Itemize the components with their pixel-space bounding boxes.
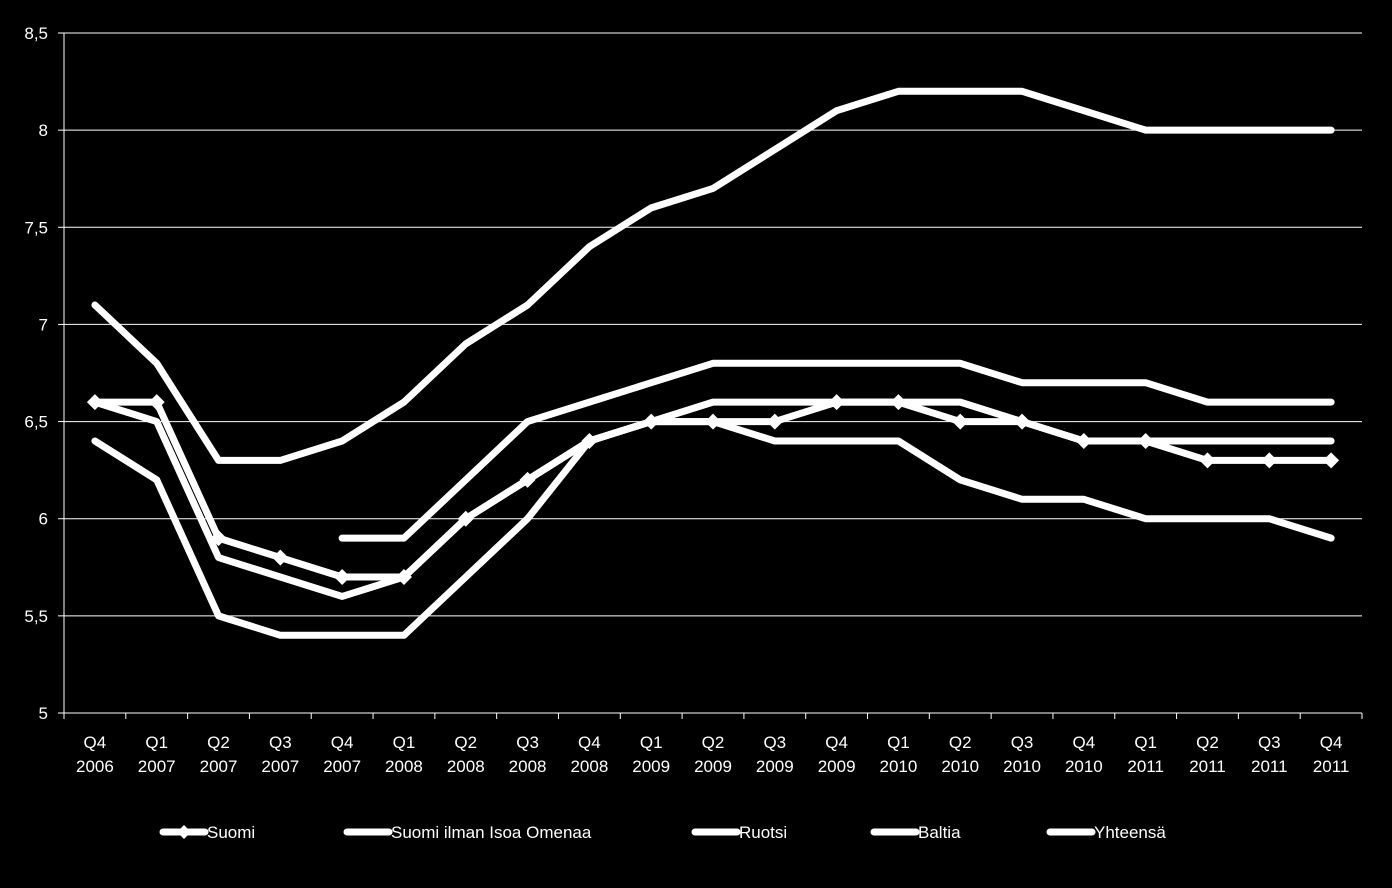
x-tick-year: 2010	[1065, 757, 1103, 776]
legend-item: Yhteensä	[1046, 823, 1166, 842]
x-tick-quarter: Q2	[702, 733, 725, 752]
x-tick-quarter: Q1	[393, 733, 416, 752]
x-tick-year: 2008	[385, 757, 423, 776]
x-tick-quarter: Q2	[207, 733, 230, 752]
x-tick-quarter: Q4	[1320, 733, 1343, 752]
x-tick-quarter: Q4	[84, 733, 107, 752]
x-tick-year: 2010	[941, 757, 979, 776]
x-tick-quarter: Q3	[1011, 733, 1034, 752]
legend-item: Ruotsi	[691, 823, 787, 842]
data-point	[1261, 452, 1278, 469]
series-line	[91, 398, 1335, 600]
x-tick-quarter: Q4	[331, 733, 354, 752]
data-point	[334, 569, 351, 585]
series-line	[338, 359, 1335, 542]
legend-item: Baltia	[870, 823, 961, 842]
x-tick-quarter: Q4	[578, 733, 601, 752]
x-tick-year: 2007	[261, 757, 299, 776]
x-tick-quarter: Q2	[1196, 733, 1219, 752]
x-tick-year: 2010	[880, 757, 918, 776]
x-tick-quarter: Q1	[145, 733, 168, 752]
x-tick-year: 2007	[323, 757, 361, 776]
data-point	[952, 413, 969, 430]
series-line	[91, 418, 1335, 639]
x-tick-year: 2008	[570, 757, 608, 776]
data-point	[1323, 452, 1340, 469]
grid-lines	[64, 32, 1362, 714]
y-tick-label: 7,5	[24, 218, 48, 237]
data-point	[272, 549, 289, 566]
y-axis: 5 5,5 6 6,5 7 7,5 8 8,5	[24, 24, 65, 723]
x-tick-quarter: Q3	[1258, 733, 1281, 752]
series-baltia	[91, 87, 1335, 464]
x-tick-year: 2011	[1127, 757, 1164, 776]
y-tick-label: 7	[39, 315, 48, 334]
legend-label: Ruotsi	[739, 823, 787, 842]
y-tick-label: 5	[39, 704, 48, 723]
legend-label: Yhteensä	[1094, 823, 1166, 842]
x-tick-year: 2009	[818, 757, 856, 776]
legend-marker	[177, 825, 191, 839]
x-tick-year: 2009	[694, 757, 732, 776]
x-axis: Q4 2006 Q1 2007 Q2 2007 Q3 2007 Q4 2007 Q1 2008 Q2 20…	[63, 713, 1363, 776]
x-tick-year: 2011	[1251, 757, 1288, 776]
x-tick-year: 2008	[509, 757, 547, 776]
x-tick-quarter: Q2	[949, 733, 972, 752]
y-tick-label: 6	[39, 510, 48, 529]
x-tick-year: 2011	[1313, 757, 1350, 776]
x-tick-year: 2010	[1003, 757, 1041, 776]
y-tick-label: 5,5	[24, 607, 48, 626]
y-tick-label: 6,5	[24, 413, 48, 432]
legend-label: Baltia	[918, 823, 961, 842]
data-point	[1199, 452, 1216, 469]
x-tick-quarter: Q3	[763, 733, 786, 752]
y-tick-label: 8,5	[24, 24, 48, 43]
x-tick-year: 2007	[138, 757, 176, 776]
x-tick-year: 2011	[1189, 757, 1226, 776]
x-tick-quarter: Q4	[1073, 733, 1096, 752]
x-tick-year: 2009	[756, 757, 794, 776]
x-tick-quarter: Q3	[269, 733, 292, 752]
series-lines	[86, 87, 1340, 639]
series-line	[91, 87, 1335, 464]
legend-item: Suomi	[159, 823, 255, 842]
x-tick-year: 2006	[76, 757, 114, 776]
x-tick-quarter: Q2	[454, 733, 477, 752]
x-tick-year: 2008	[447, 757, 485, 776]
legend-label: Suomi	[207, 823, 255, 842]
x-tick-year: 2007	[200, 757, 238, 776]
x-tick-quarter: Q3	[516, 733, 539, 752]
x-tick-quarter: Q1	[640, 733, 663, 752]
series-suomi-ilman-isoa-omenaa	[338, 359, 1335, 542]
legend-label: Suomi ilman Isoa Omenaa	[391, 823, 592, 842]
y-tick-label: 8	[39, 121, 48, 140]
series-ruotsi	[91, 418, 1335, 639]
data-point	[766, 413, 783, 430]
x-tick-quarter: Q1	[1134, 733, 1157, 752]
legend-item: Suomi ilman Isoa Omenaa	[343, 823, 592, 842]
x-tick-quarter: Q1	[887, 733, 910, 752]
legend: Suomi Suomi ilman Isoa Omenaa Ruotsi Baltia…	[159, 823, 1166, 842]
series-yhteens-	[91, 398, 1335, 600]
x-tick-year: 2009	[632, 757, 670, 776]
x-tick-quarter: Q4	[825, 733, 848, 752]
data-point	[148, 394, 165, 411]
